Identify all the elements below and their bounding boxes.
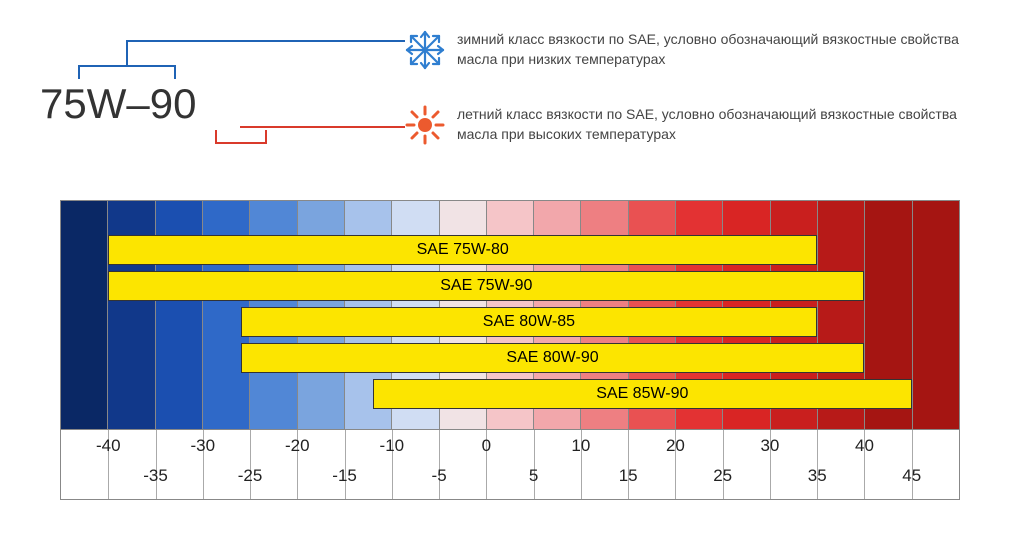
axis-gridline [345,430,346,499]
axis-tick-major: -30 [190,436,215,456]
sae-code-dash: – [126,80,149,128]
sae-range-bar: SAE 85W-90 [373,379,912,409]
sae-code: 75W – 90 [40,80,196,128]
callout-line-blue [126,40,128,65]
snowflake-icon [405,30,445,75]
axis-tick-major: 10 [571,436,590,456]
axis-tick-major: -20 [285,436,310,456]
axis-tick-minor: -35 [143,466,168,486]
axis-tick-major: -10 [380,436,405,456]
axis-gridline [628,430,629,499]
axis-gridline [250,430,251,499]
legend-row-summer: летний класс вязкости по SAE, условно об… [405,105,984,150]
sae-range-bar: SAE 80W-90 [241,343,865,373]
callout-line-blue [126,40,405,42]
bracket-summer [215,130,267,144]
bars-layer: SAE 75W-80 SAE 75W-90 SAE 80W-85 SAE 80W-90… [61,201,959,429]
axis-tick-major: -40 [96,436,121,456]
sae-code-summer: 90 [150,80,197,128]
axis-tick-minor: -25 [238,466,263,486]
axis-gridline [912,430,913,499]
axis-tick-major: 30 [760,436,779,456]
viscosity-chart: SAE 75W-80 SAE 75W-90 SAE 80W-85 SAE 80W-90… [60,200,960,500]
axis-tick-minor: 45 [902,466,921,486]
axis-tick-major: 20 [666,436,685,456]
axis-tick-minor: -15 [332,466,357,486]
callout-line-red [240,126,405,128]
bracket-winter [78,65,176,79]
axis-tick-major: 0 [482,436,491,456]
axis-tick-minor: 25 [713,466,732,486]
axis-tick-minor: 15 [619,466,638,486]
axis-gridline [817,430,818,499]
axis-tick-minor: 35 [808,466,827,486]
axis-tick-minor: -5 [432,466,447,486]
sun-icon [405,105,445,150]
axis-gridline [723,430,724,499]
legend-area: 75W – 90 [40,20,984,170]
temperature-axis: -40 -30 -20 -10 0 10 20 30 40 -35 -25 -15 -5 5 15 25 35 4… [60,430,960,500]
sae-range-bar: SAE 75W-90 [108,271,864,301]
axis-gridline [439,430,440,499]
sae-code-winter: 75W [40,80,126,128]
axis-tick-minor: 5 [529,466,538,486]
legend-text-summer: летний класс вязкости по SAE, условно об… [457,105,984,144]
axis-gridline [534,430,535,499]
sae-range-bar: SAE 75W-80 [108,235,817,265]
axis-gridline [156,430,157,499]
axis-tick-major: 40 [855,436,874,456]
legend-row-winter: зимний класс вязкости по SAE, условно об… [405,30,984,75]
sae-range-bar: SAE 80W-85 [241,307,818,337]
legend-text-winter: зимний класс вязкости по SAE, условно об… [457,30,984,69]
chart-body: SAE 75W-80 SAE 75W-90 SAE 80W-85 SAE 80W-90… [60,200,960,430]
